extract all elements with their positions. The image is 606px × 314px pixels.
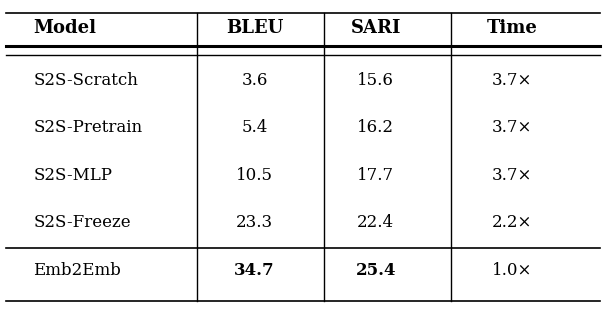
- Text: S2S-MLP: S2S-MLP: [33, 167, 112, 184]
- Text: 5.4: 5.4: [241, 119, 268, 136]
- Text: 2.2×: 2.2×: [492, 214, 532, 231]
- Text: SARI: SARI: [350, 19, 401, 37]
- Text: 1.0×: 1.0×: [492, 262, 532, 279]
- Text: Emb2Emb: Emb2Emb: [33, 262, 121, 279]
- Text: 25.4: 25.4: [356, 262, 396, 279]
- Text: 3.7×: 3.7×: [492, 72, 532, 89]
- Text: 10.5: 10.5: [236, 167, 273, 184]
- Text: BLEU: BLEU: [226, 19, 283, 37]
- Text: 16.2: 16.2: [357, 119, 395, 136]
- Text: 3.7×: 3.7×: [492, 119, 532, 136]
- Text: 17.7: 17.7: [357, 167, 395, 184]
- Text: 23.3: 23.3: [236, 214, 273, 231]
- Text: Time: Time: [487, 19, 538, 37]
- Text: Model: Model: [33, 19, 96, 37]
- Text: 3.6: 3.6: [241, 72, 268, 89]
- Text: S2S-Pretrain: S2S-Pretrain: [33, 119, 142, 136]
- Text: 3.7×: 3.7×: [492, 167, 532, 184]
- Text: 15.6: 15.6: [358, 72, 394, 89]
- Text: S2S-Scratch: S2S-Scratch: [33, 72, 138, 89]
- Text: S2S-Freeze: S2S-Freeze: [33, 214, 131, 231]
- Text: 22.4: 22.4: [357, 214, 395, 231]
- Text: 34.7: 34.7: [234, 262, 275, 279]
